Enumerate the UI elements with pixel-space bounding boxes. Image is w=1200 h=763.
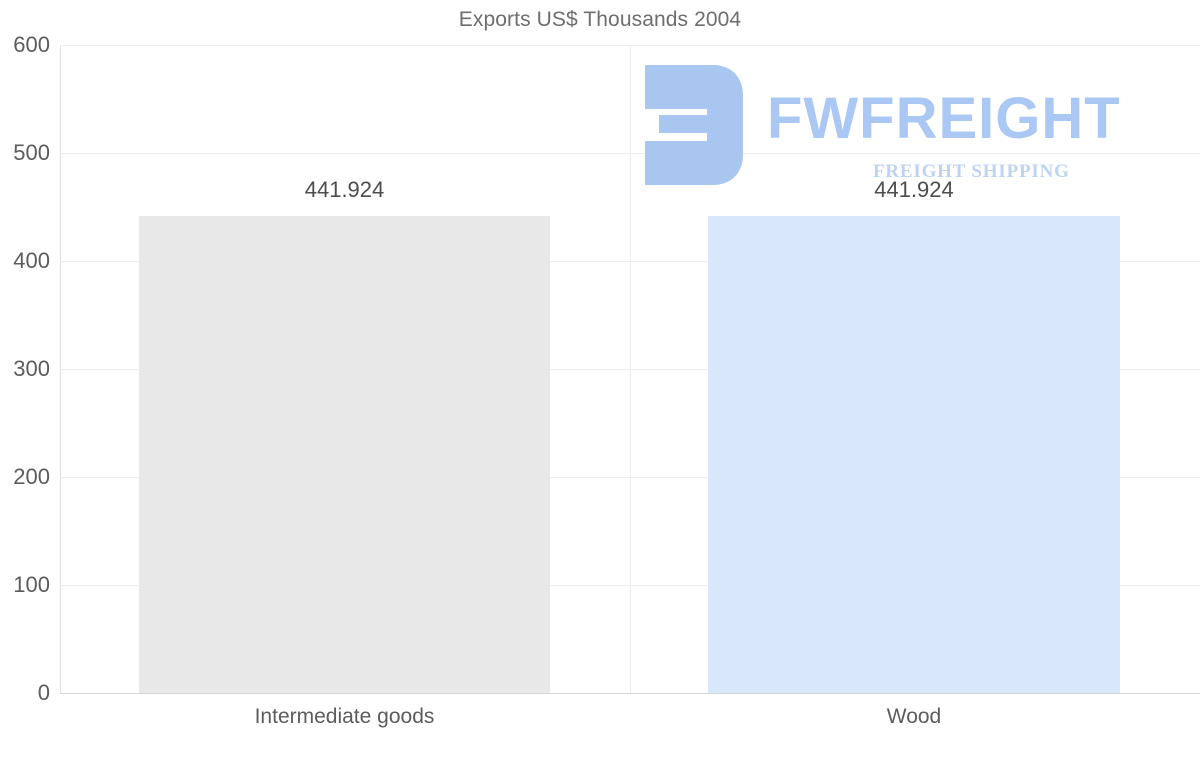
bar-wood[interactable] — [708, 215, 1120, 693]
y-tick-label-600: 600 — [13, 32, 50, 57]
plot-area — [60, 45, 1200, 694]
category-divider-gridline — [630, 45, 631, 693]
y-tick-label-200: 200 — [13, 464, 50, 489]
y-tick-label-100: 100 — [13, 572, 50, 597]
category-label-intermediate-goods: Intermediate goods — [254, 705, 435, 728]
y-tick-label-300: 300 — [13, 356, 50, 381]
chart-title: Exports US$ Thousands 2004 — [458, 8, 742, 31]
bar-intermediate-goods[interactable] — [139, 215, 550, 693]
gridline-0 — [60, 693, 1200, 694]
bar-value-label-wood: 441.924 — [874, 176, 954, 202]
category-label-wood: Wood — [886, 705, 942, 728]
bar-value-label-intermediate-goods: 441.924 — [304, 176, 385, 202]
y-tick-label-0: 0 — [37, 680, 50, 705]
y-axis-ticks: 600 500 400 300 200 100 0 — [0, 0, 50, 763]
y-tick-label-400: 400 — [13, 248, 50, 273]
y-tick-label-500: 500 — [13, 140, 50, 165]
